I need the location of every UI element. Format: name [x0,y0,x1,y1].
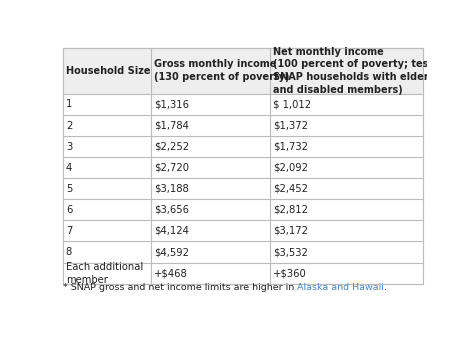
Bar [63,115,423,136]
Text: Household Size: Household Size [66,66,150,76]
Bar [63,94,423,115]
Text: 1: 1 [66,99,72,109]
Bar [63,221,423,241]
Bar [63,48,423,94]
Text: 3: 3 [66,142,72,152]
Bar [63,157,423,178]
Text: 2: 2 [66,120,72,130]
Text: $3,656: $3,656 [154,205,189,215]
Bar [63,136,423,157]
Text: Each additional
member: Each additional member [66,262,143,284]
Text: 7: 7 [66,226,72,236]
Text: $2,252: $2,252 [154,142,189,152]
Bar [63,48,423,284]
Text: 4: 4 [66,163,72,173]
Bar [63,241,423,262]
Text: Net monthly income
(100 percent of poverty; test for
SNAP households with elderl: Net monthly income (100 percent of pover… [273,47,452,95]
Text: Gross monthly income
(130 percent of poverty): Gross monthly income (130 percent of pov… [154,60,290,82]
Text: $2,812: $2,812 [273,205,308,215]
Text: $1,372: $1,372 [273,120,308,130]
Bar [63,178,423,199]
Text: +$360: +$360 [273,268,307,278]
Text: $4,592: $4,592 [154,247,189,257]
Text: $ 1,012: $ 1,012 [273,99,311,109]
Bar [63,262,423,284]
Text: $3,188: $3,188 [154,184,189,194]
Text: .: . [384,282,387,292]
Text: 5: 5 [66,184,72,194]
Text: $4,124: $4,124 [154,226,189,236]
Text: +$468: +$468 [154,268,188,278]
Text: Alaska and Hawaii: Alaska and Hawaii [297,282,384,292]
Text: $3,172: $3,172 [273,226,308,236]
Text: $1,732: $1,732 [273,142,308,152]
Text: $1,316: $1,316 [154,99,189,109]
Text: * SNAP gross and net income limits are higher in: * SNAP gross and net income limits are h… [63,282,297,292]
Bar [63,199,423,221]
Text: $3,532: $3,532 [273,247,308,257]
Text: $2,452: $2,452 [273,184,308,194]
Text: $2,092: $2,092 [273,163,308,173]
Text: $1,784: $1,784 [154,120,189,130]
Text: 6: 6 [66,205,72,215]
Text: 8: 8 [66,247,72,257]
Text: $2,720: $2,720 [154,163,189,173]
